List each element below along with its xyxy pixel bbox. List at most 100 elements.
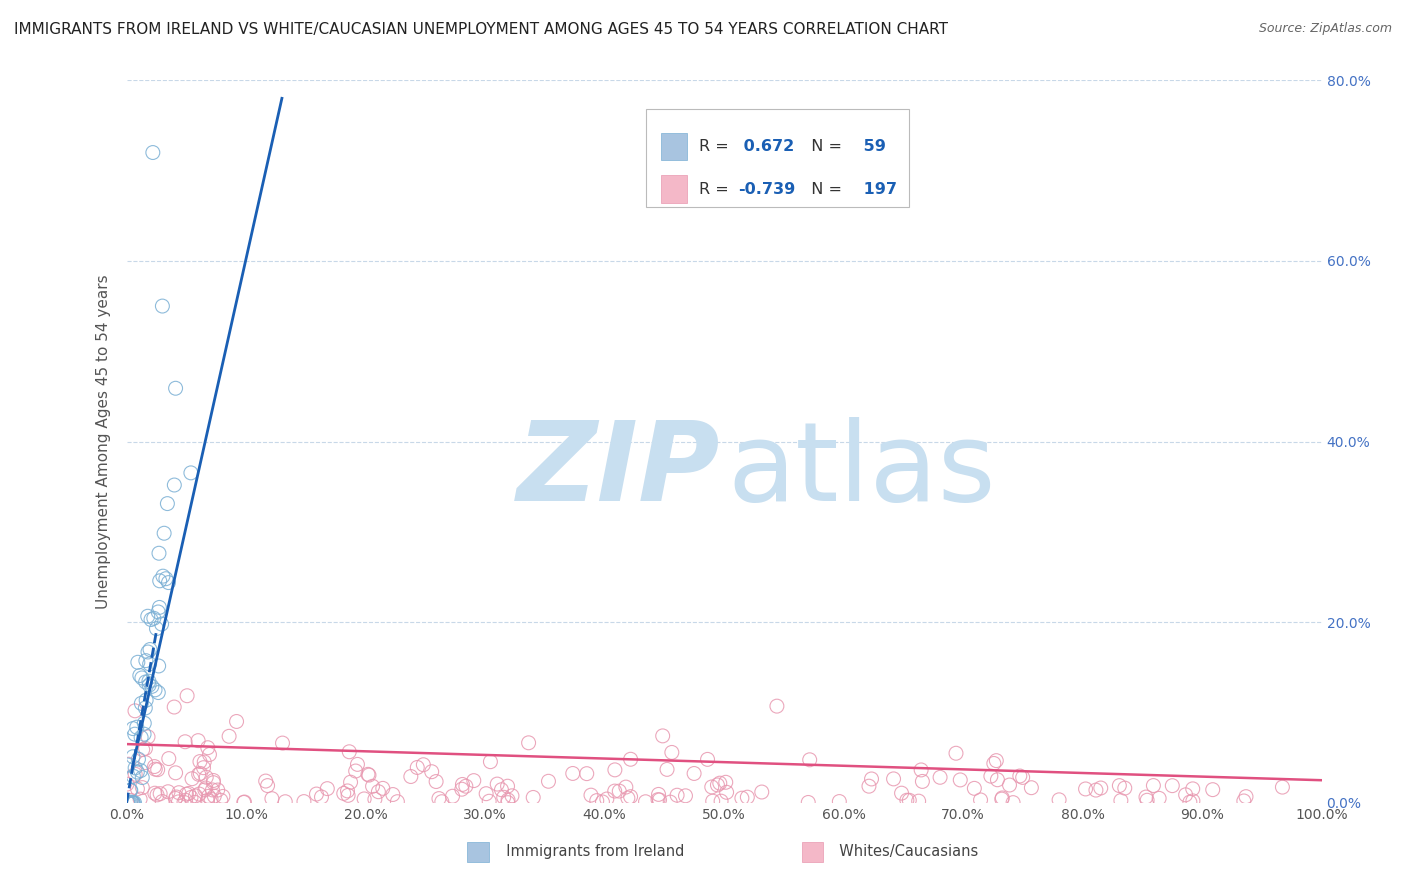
- Point: [150, 795, 173, 809]
- Point: [136, 609, 159, 624]
- Point: [1233, 794, 1256, 808]
- Point: [174, 793, 197, 807]
- Point: [145, 622, 167, 636]
- Point: [202, 773, 225, 788]
- Point: [1136, 793, 1159, 807]
- Point: [157, 751, 180, 765]
- Point: [706, 778, 728, 792]
- Point: [991, 792, 1014, 806]
- Point: [131, 671, 153, 685]
- Point: [142, 145, 165, 160]
- Point: [311, 789, 333, 804]
- Point: [305, 787, 328, 801]
- Point: [163, 478, 186, 492]
- Point: [131, 780, 153, 795]
- Point: [648, 793, 671, 807]
- Point: [364, 792, 387, 806]
- Point: [187, 733, 209, 747]
- Point: [143, 759, 166, 773]
- Point: [122, 749, 145, 764]
- Point: [152, 569, 174, 583]
- Point: [187, 767, 209, 781]
- Point: [910, 763, 932, 777]
- Point: [579, 788, 602, 802]
- FancyBboxPatch shape: [801, 842, 824, 862]
- Point: [501, 789, 523, 803]
- Point: [731, 791, 754, 805]
- Text: atlas: atlas: [728, 417, 997, 524]
- Point: [148, 600, 170, 615]
- Point: [700, 780, 723, 794]
- Point: [896, 793, 918, 807]
- Point: [357, 768, 380, 782]
- Point: [710, 794, 733, 808]
- Point: [232, 796, 254, 810]
- Point: [194, 780, 217, 795]
- Text: R =: R =: [699, 139, 734, 153]
- Point: [131, 771, 153, 785]
- Point: [716, 785, 738, 799]
- Point: [134, 741, 156, 756]
- Point: [907, 794, 929, 808]
- Point: [666, 789, 689, 803]
- Point: [361, 779, 384, 793]
- Point: [963, 781, 986, 796]
- Point: [517, 736, 540, 750]
- Point: [212, 789, 235, 804]
- Point: [115, 777, 138, 791]
- Point: [561, 766, 583, 780]
- Point: [176, 689, 198, 703]
- Point: [180, 466, 202, 480]
- Text: Immigrants from Ireland: Immigrants from Ireland: [498, 845, 685, 859]
- Point: [117, 796, 139, 810]
- Point: [174, 735, 197, 749]
- Text: -0.739: -0.739: [738, 182, 796, 196]
- Point: [134, 716, 156, 731]
- Point: [200, 792, 222, 806]
- Point: [412, 757, 434, 772]
- Point: [254, 774, 277, 789]
- FancyBboxPatch shape: [467, 842, 489, 862]
- Point: [585, 794, 607, 808]
- Point: [148, 605, 170, 619]
- Point: [1271, 780, 1294, 794]
- Point: [165, 765, 187, 780]
- Point: [655, 763, 678, 777]
- Point: [193, 761, 215, 775]
- Point: [986, 754, 1008, 768]
- Point: [124, 796, 146, 810]
- Point: [142, 611, 165, 625]
- Point: [167, 795, 190, 809]
- Point: [120, 793, 142, 807]
- Point: [148, 685, 170, 699]
- Point: [344, 764, 367, 778]
- Point: [125, 720, 148, 734]
- Point: [127, 765, 149, 780]
- Point: [1142, 779, 1164, 793]
- Point: [117, 758, 139, 772]
- Point: [591, 795, 613, 809]
- Point: [1202, 782, 1225, 797]
- Point: [274, 795, 297, 809]
- Point: [336, 784, 359, 798]
- Point: [475, 787, 498, 801]
- Point: [1161, 779, 1184, 793]
- Point: [157, 785, 180, 799]
- Point: [634, 795, 657, 809]
- Text: 0.672: 0.672: [738, 139, 794, 153]
- Point: [193, 755, 215, 769]
- Point: [1108, 779, 1130, 793]
- Point: [496, 796, 519, 810]
- Point: [124, 727, 146, 741]
- Point: [575, 766, 598, 780]
- Point: [430, 795, 453, 809]
- Point: [134, 701, 156, 715]
- Point: [522, 790, 544, 805]
- Point: [163, 700, 186, 714]
- Point: [184, 795, 207, 809]
- Point: [202, 775, 225, 789]
- Point: [122, 796, 145, 810]
- Point: [659, 795, 682, 809]
- Point: [127, 781, 149, 796]
- Point: [406, 760, 429, 774]
